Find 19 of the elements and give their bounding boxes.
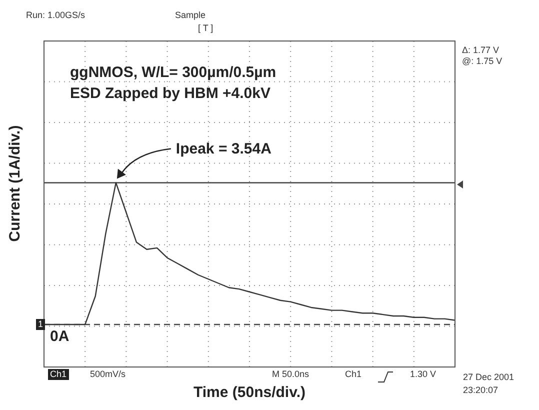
text: Run: 1.00GS/s [26, 10, 86, 21]
chart-subtitle: ESD Zapped by HBM +4.0kV [70, 84, 272, 104]
text: Ch1 [345, 369, 362, 380]
x-axis-title: Time (50ns/div.) [192, 384, 306, 401]
text: Δ: 1.77 V [462, 45, 500, 56]
text: 500mV/s [90, 369, 126, 380]
text: 1 [36, 319, 46, 330]
ref-line-label: 0A [50, 328, 70, 346]
text: @: 1.75 V [462, 56, 502, 67]
y-axis-title: Current (1A/div.) [6, 125, 24, 242]
chart-title: ggNMOS, W/L= 300µm/0.5µm [70, 63, 276, 83]
text: 1.30 V [410, 369, 436, 380]
text: Sample [175, 10, 206, 21]
text: 27 Dec 2001 [463, 372, 514, 383]
text: Ch1 [48, 369, 69, 380]
text: M 50.0ns [272, 369, 310, 380]
text: [ T ] [198, 23, 214, 34]
text: 23:20:07 [463, 385, 498, 396]
text: Ipeak = 3.54A [176, 140, 272, 158]
